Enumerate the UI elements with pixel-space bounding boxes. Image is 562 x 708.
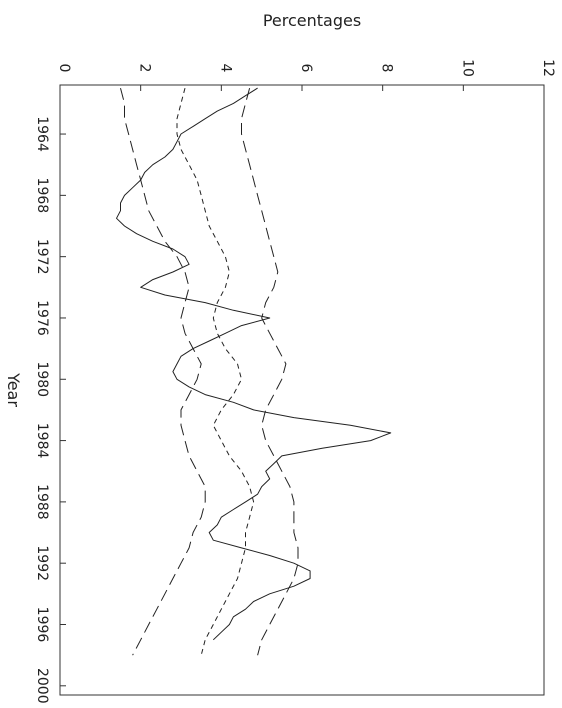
x-tick-label: 1988 [34, 484, 50, 520]
y-tick-label: 4 [217, 64, 233, 73]
x-tick-label: 1980 [34, 361, 50, 397]
series-line-2 [176, 87, 255, 656]
x-axis-title: Year [4, 372, 23, 407]
axis-ticks [59, 85, 545, 687]
x-tick-label: 2000 [34, 668, 50, 704]
y-tick-label: 2 [137, 64, 153, 73]
x-tick-label: 1976 [34, 300, 50, 336]
series-line-1 [116, 87, 392, 641]
series-line-4 [241, 87, 299, 656]
y-tick-label: 0 [56, 64, 72, 73]
x-tick-label: 1972 [34, 239, 50, 275]
x-tick-label: 1992 [34, 545, 50, 581]
y-tick-label: 6 [298, 64, 314, 73]
x-tick-label: 1964 [34, 116, 50, 152]
axis-tick-labels: 0 2 4 6 8 10 12 1964 1968 1972 1976 1980 1984 1988 199… [34, 59, 556, 704]
x-tick-label: 1984 [34, 423, 50, 459]
series-line-3 [120, 87, 206, 656]
x-tick-label: 1996 [34, 607, 50, 643]
y-tick-label: 12 [540, 59, 556, 77]
y-axis-title: Percentages [263, 11, 361, 30]
series-lines [116, 87, 392, 656]
y-tick-label: 8 [379, 64, 395, 73]
y-tick-label: 10 [459, 59, 475, 77]
plot-frame [59, 84, 545, 696]
x-tick-label: 1968 [34, 178, 50, 214]
